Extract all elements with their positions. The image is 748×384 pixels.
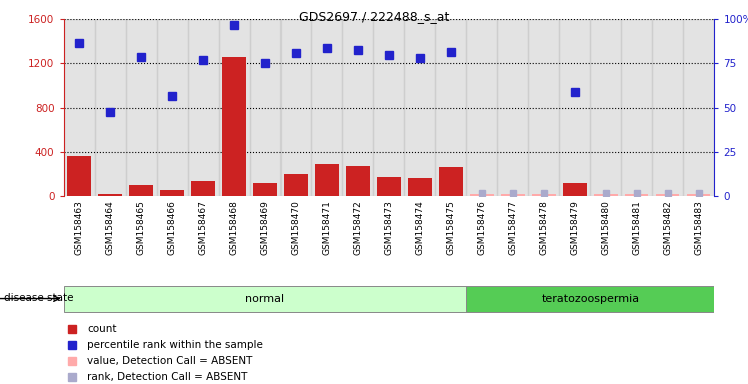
Bar	[67, 156, 91, 196]
Bar	[497, 19, 528, 196]
Bar	[280, 19, 311, 196]
Text: normal: normal	[245, 293, 284, 304]
Text: GSM158473: GSM158473	[384, 200, 393, 255]
Text: teratozoospermia: teratozoospermia	[542, 293, 640, 304]
Bar	[470, 194, 494, 196]
Bar	[377, 177, 401, 196]
Bar	[218, 19, 250, 196]
Bar	[594, 194, 618, 196]
Text: GSM158477: GSM158477	[509, 200, 518, 255]
Bar	[373, 19, 405, 196]
Bar	[346, 166, 370, 196]
Bar	[533, 194, 556, 196]
Text: disease state: disease state	[4, 293, 73, 303]
Text: GSM158480: GSM158480	[601, 200, 610, 255]
Bar	[250, 19, 280, 196]
Bar	[467, 19, 497, 196]
Bar	[625, 194, 649, 196]
Text: rank, Detection Call = ABSENT: rank, Detection Call = ABSENT	[87, 372, 248, 382]
Bar	[684, 19, 714, 196]
Text: GSM158481: GSM158481	[632, 200, 641, 255]
Text: percentile rank within the sample: percentile rank within the sample	[87, 340, 263, 350]
Bar	[501, 194, 524, 196]
Bar	[126, 19, 156, 196]
Bar	[435, 19, 467, 196]
Bar	[656, 194, 679, 196]
Text: count: count	[87, 324, 117, 334]
Text: GSM158482: GSM158482	[663, 200, 672, 255]
Text: GSM158474: GSM158474	[415, 200, 424, 255]
Bar	[408, 178, 432, 196]
Bar	[284, 174, 307, 196]
Text: GSM158465: GSM158465	[137, 200, 146, 255]
Text: value, Detection Call = ABSENT: value, Detection Call = ABSENT	[87, 356, 253, 366]
Text: GSM158479: GSM158479	[571, 200, 580, 255]
Text: GDS2697 / 222488_s_at: GDS2697 / 222488_s_at	[298, 10, 450, 23]
Text: GSM158471: GSM158471	[322, 200, 331, 255]
Bar	[563, 183, 586, 196]
Bar	[99, 194, 122, 196]
Bar	[191, 182, 215, 196]
Bar	[528, 19, 560, 196]
Bar	[64, 286, 467, 311]
Bar	[94, 19, 126, 196]
Text: GSM158469: GSM158469	[260, 200, 269, 255]
Bar	[687, 194, 711, 196]
Text: GSM158466: GSM158466	[168, 200, 177, 255]
Text: GSM158472: GSM158472	[354, 200, 363, 255]
Text: GSM158475: GSM158475	[447, 200, 456, 255]
Bar	[439, 167, 462, 196]
Bar	[560, 19, 590, 196]
Bar	[311, 19, 343, 196]
Text: GSM158470: GSM158470	[292, 200, 301, 255]
Bar	[254, 183, 277, 196]
Bar	[156, 19, 188, 196]
Text: GSM158464: GSM158464	[105, 200, 114, 255]
Bar	[343, 19, 373, 196]
Bar	[652, 19, 684, 196]
Bar	[467, 286, 714, 311]
Text: GSM158468: GSM158468	[230, 200, 239, 255]
Bar	[129, 185, 153, 196]
Bar	[622, 19, 652, 196]
Bar	[188, 19, 218, 196]
Bar	[160, 190, 184, 196]
Text: GSM158467: GSM158467	[198, 200, 207, 255]
Bar	[222, 57, 245, 196]
Text: GSM158476: GSM158476	[477, 200, 486, 255]
Bar	[590, 19, 622, 196]
Bar	[316, 164, 339, 196]
Text: GSM158478: GSM158478	[539, 200, 548, 255]
Text: GSM158463: GSM158463	[75, 200, 84, 255]
Text: GSM158483: GSM158483	[694, 200, 703, 255]
Bar	[64, 19, 94, 196]
Bar	[405, 19, 435, 196]
